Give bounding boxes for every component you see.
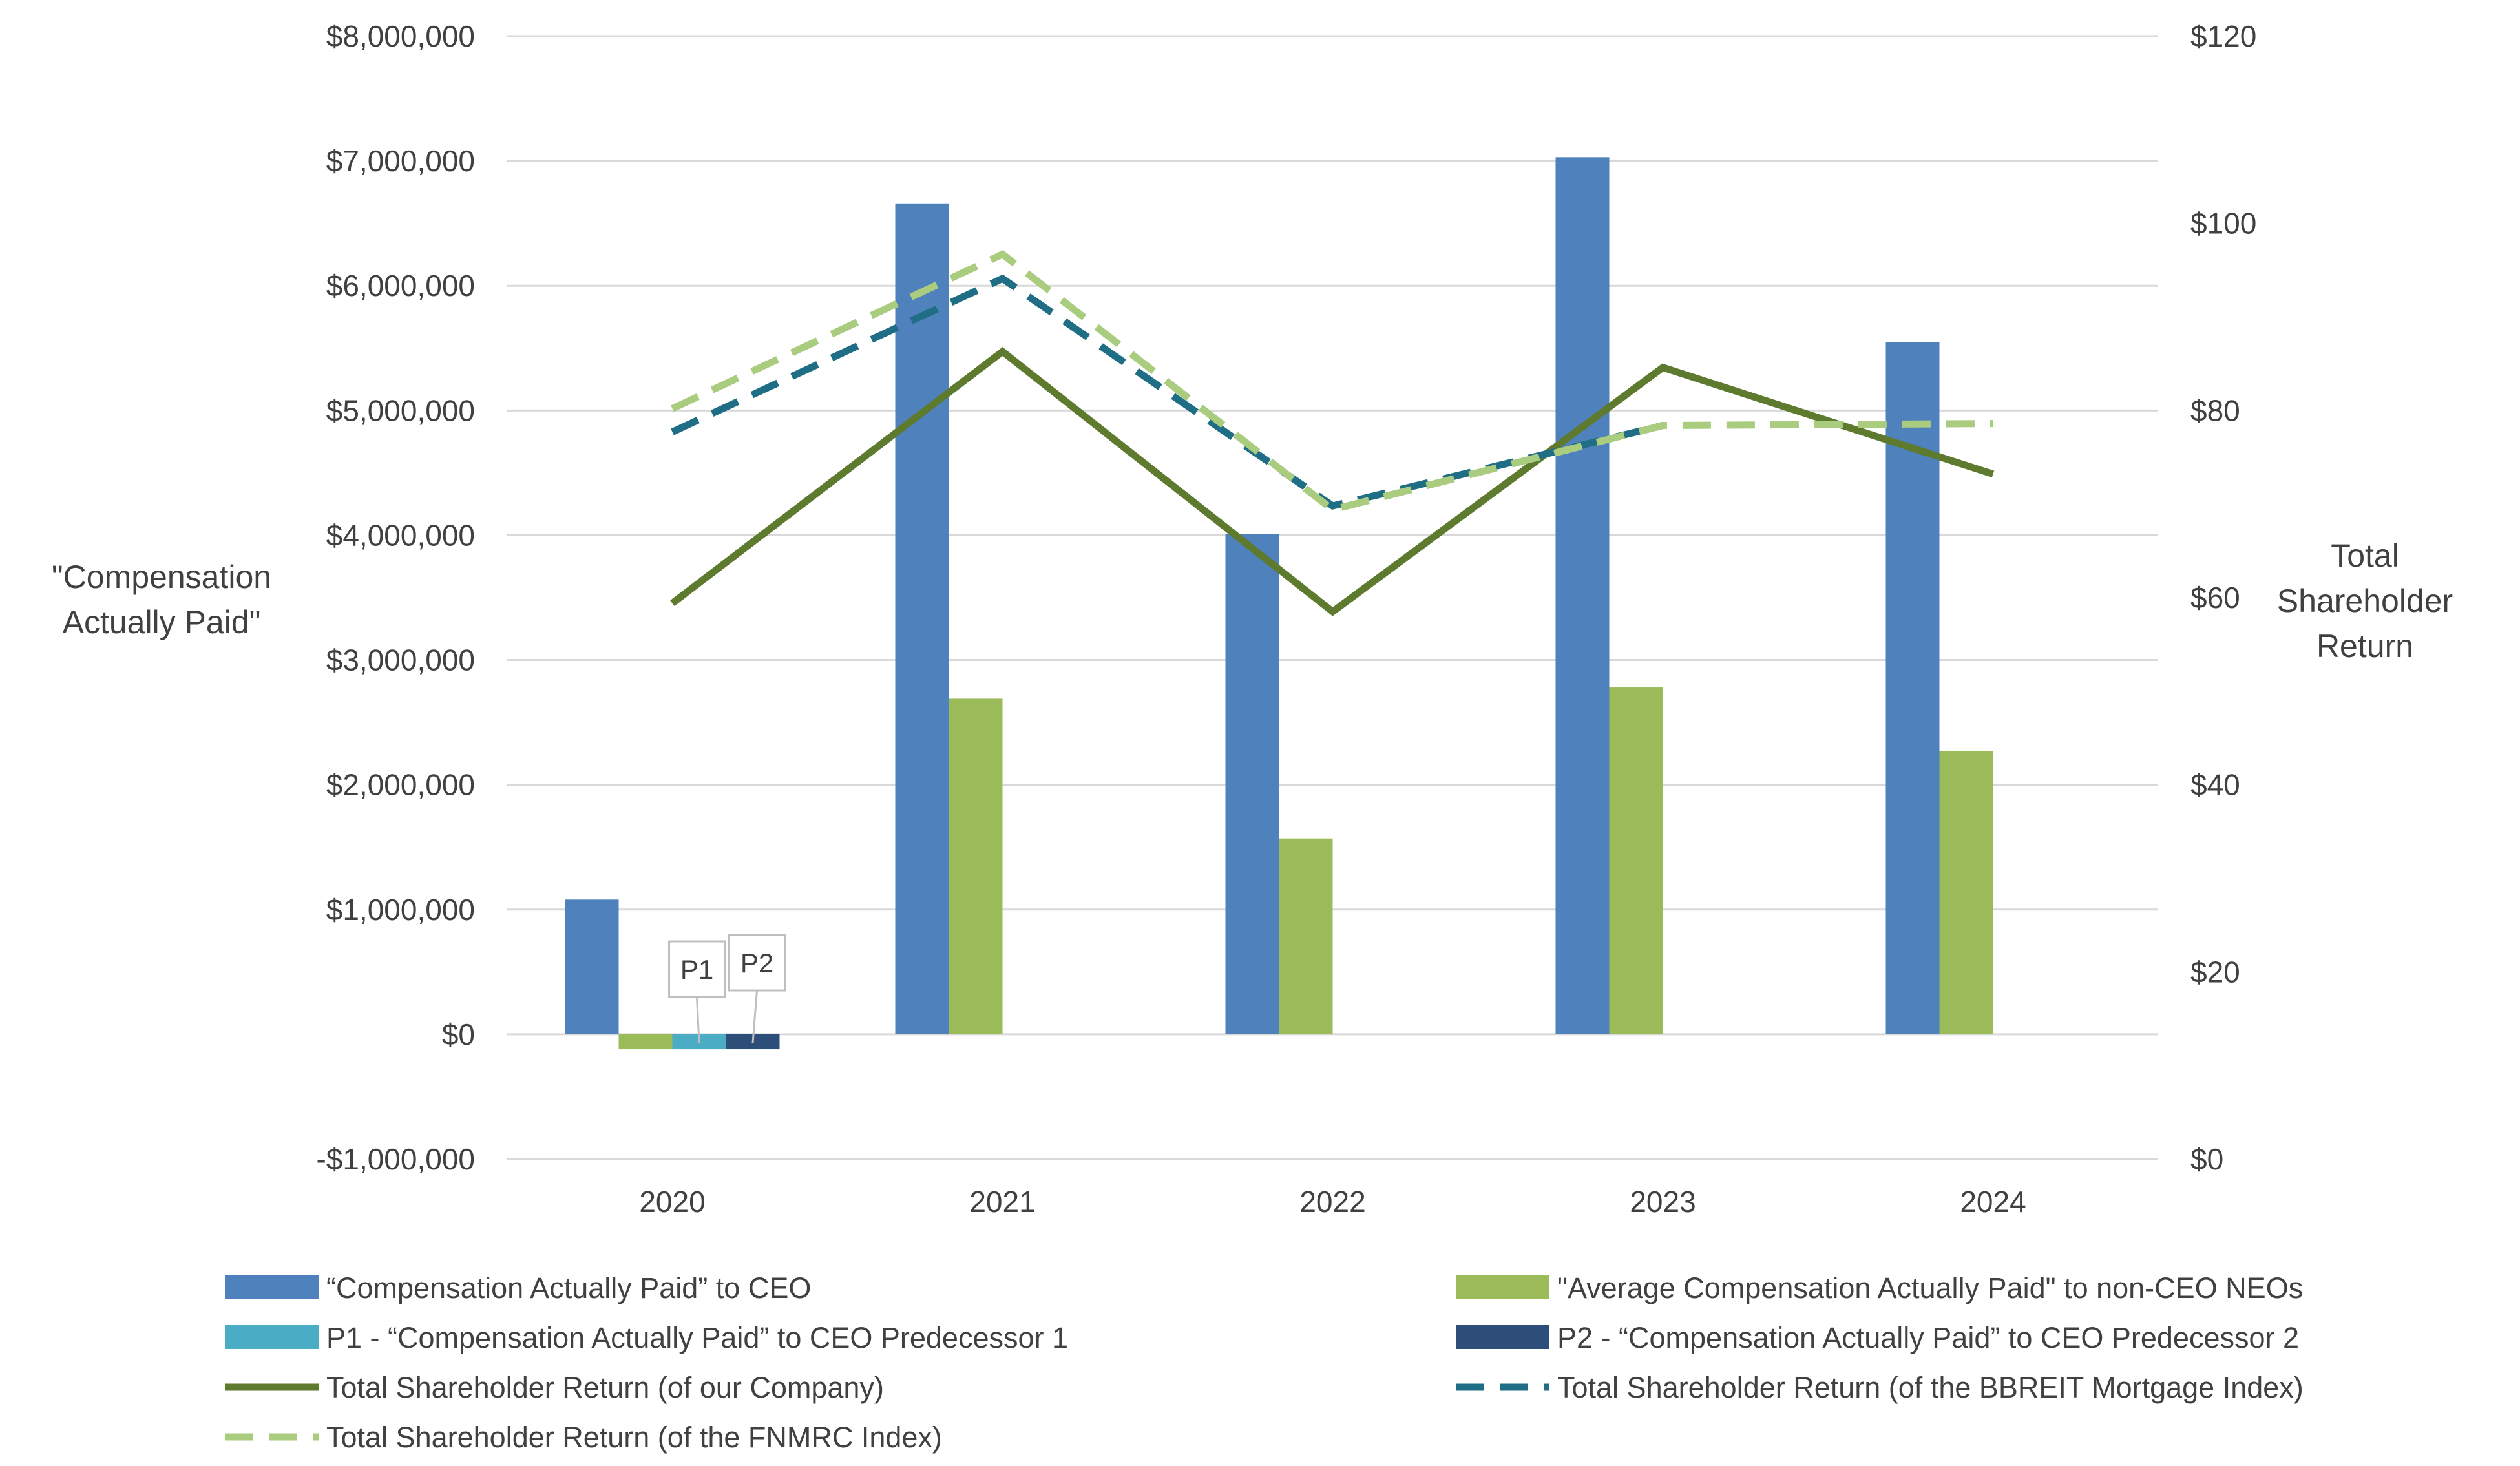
right-axis-title-line-1: Total <box>2331 538 2399 574</box>
callout-box <box>668 940 726 998</box>
callout-leader <box>751 990 758 1043</box>
callout-leader <box>696 996 700 1043</box>
legend-swatch <box>225 1325 319 1349</box>
right-axis-title-line-3: Return <box>2316 628 2413 664</box>
bar-1-2022 <box>1225 534 1279 1034</box>
legend-item-1: “Compensation Actually Paid” to CEO <box>225 1272 811 1304</box>
callout-label: P2 <box>740 948 773 978</box>
legend-item-4: P2 - “Compensation Actually Paid” to CEO… <box>1456 1321 2299 1354</box>
bar-1-2021 <box>895 203 949 1034</box>
left-tick-label: $2,000,000 <box>326 768 475 802</box>
legend-label: P2 - “Compensation Actually Paid” to CEO… <box>1557 1321 2299 1354</box>
callout-P2: P2 <box>728 934 786 1043</box>
x-tick-label: 2022 <box>1299 1185 1365 1219</box>
line-series-2 <box>671 274 1664 510</box>
x-tick-label: 2023 <box>1630 1185 1696 1219</box>
left-tick-label: $6,000,000 <box>326 269 475 302</box>
legend-label: Total Shareholder Return (of the BBREIT … <box>1557 1371 2304 1404</box>
right-tick-label: $20 <box>2190 955 2240 989</box>
legend-label: “Compensation Actually Paid” to CEO <box>326 1272 811 1304</box>
right-tick-label: $120 <box>2190 19 2256 53</box>
callout-P1: P1 <box>668 940 726 1043</box>
left-tick-label: $5,000,000 <box>326 393 475 427</box>
right-tick-label: $80 <box>2190 393 2240 427</box>
legend-swatch <box>1456 1275 1549 1299</box>
bar-2-2024 <box>1939 751 1993 1034</box>
legend-label: Total Shareholder Return (of the FNMRC I… <box>326 1421 942 1454</box>
legend-item-7: Total Shareholder Return (of the FNMRC I… <box>225 1421 942 1454</box>
right-tick-label: $60 <box>2190 581 2240 614</box>
plot-area: -$1,000,000 $0 $1,000,000 $2,000,000 $3,000,… <box>316 19 2256 1219</box>
left-tick-label: $8,000,000 <box>326 19 475 53</box>
legend-item-6: Total Shareholder Return (of the BBREIT … <box>1456 1371 2304 1404</box>
bar-2-2022 <box>1279 838 1333 1034</box>
bar-2-2021 <box>949 698 1003 1034</box>
left-tick-label: -$1,000,000 <box>316 1142 475 1176</box>
bar-2-2020 <box>618 1034 673 1050</box>
legend-item-3: P1 - “Compensation Actually Paid” to CEO… <box>225 1321 1068 1354</box>
legend-label: P1 - “Compensation Actually Paid” to CEO… <box>326 1321 1068 1354</box>
left-tick-label: $1,000,000 <box>326 893 475 927</box>
legend-label: Total Shareholder Return (of our Company… <box>326 1371 884 1404</box>
right-axis-title-line-2: Shareholder <box>2277 583 2453 619</box>
left-tick-label: $3,000,000 <box>326 644 475 677</box>
legend-item-5: Total Shareholder Return (of our Company… <box>225 1371 884 1404</box>
left-axis-title-line-1: "Compensation <box>52 559 271 595</box>
left-tick-label: $7,000,000 <box>326 144 475 178</box>
legend-item-2: "Average Compensation Actually Paid" to … <box>1456 1272 2303 1304</box>
x-tick-label: 2020 <box>639 1185 705 1219</box>
bar-1-2020 <box>565 899 619 1034</box>
x-tick-label: 2024 <box>1960 1185 2026 1219</box>
legend-swatch <box>1456 1325 1549 1349</box>
line-series-3 <box>671 250 1993 514</box>
legend-swatch <box>225 1275 319 1299</box>
left-axis-title-line-2: Actually Paid" <box>63 604 261 640</box>
bar-2-2023 <box>1609 687 1663 1034</box>
right-tick-label: $40 <box>2190 768 2240 802</box>
right-tick-label: $0 <box>2190 1142 2223 1176</box>
legend: “Compensation Actually Paid” to CEO "Aver… <box>225 1272 2304 1454</box>
right-tick-label: $100 <box>2190 207 2256 240</box>
callout-label: P1 <box>680 954 713 985</box>
left-tick-label: $4,000,000 <box>326 518 475 552</box>
legend-label: "Average Compensation Actually Paid" to … <box>1557 1272 2303 1304</box>
x-tick-label: 2021 <box>969 1185 1035 1219</box>
line-series-1 <box>670 347 1995 616</box>
bar-1-2023 <box>1555 157 1610 1034</box>
left-tick-label: $0 <box>442 1018 475 1051</box>
